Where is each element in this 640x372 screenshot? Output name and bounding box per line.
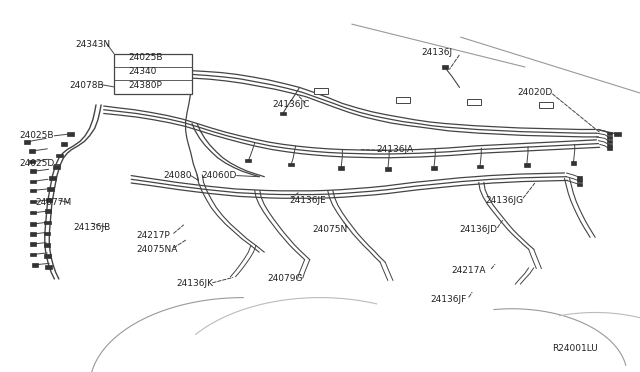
Bar <box>607 140 612 143</box>
Bar <box>29 160 35 164</box>
Bar <box>31 200 36 203</box>
Bar <box>32 263 38 266</box>
Bar <box>24 140 30 144</box>
Bar <box>524 163 530 167</box>
Bar <box>29 149 35 153</box>
Bar <box>47 187 54 191</box>
Text: 24136JD: 24136JD <box>460 225 497 234</box>
Bar <box>31 232 36 236</box>
Bar <box>607 132 612 135</box>
Bar <box>31 189 36 192</box>
Bar <box>607 136 612 139</box>
Text: 24025B: 24025B <box>19 131 54 140</box>
Text: R24001LU: R24001LU <box>552 344 597 353</box>
Bar <box>56 154 63 157</box>
Bar <box>31 253 36 256</box>
Bar <box>44 221 51 224</box>
Bar <box>44 232 50 235</box>
Bar <box>246 159 251 162</box>
Text: 24136JG: 24136JG <box>485 196 524 205</box>
Bar <box>31 222 36 225</box>
Bar <box>114 54 192 94</box>
Text: 24020D: 24020D <box>517 88 552 97</box>
Bar <box>571 161 577 164</box>
Text: 24136JC: 24136JC <box>272 100 309 109</box>
Text: 24080: 24080 <box>163 171 192 180</box>
Bar <box>46 198 52 202</box>
Text: 24217A: 24217A <box>451 266 486 275</box>
Text: 24078B: 24078B <box>69 81 104 90</box>
Text: 24075N: 24075N <box>312 225 348 234</box>
Bar <box>577 176 582 179</box>
Bar <box>31 211 36 214</box>
Text: 24343N: 24343N <box>76 40 111 49</box>
Bar <box>385 167 390 170</box>
Bar <box>339 166 344 170</box>
Bar <box>431 166 437 170</box>
Text: 24136JB: 24136JB <box>74 223 111 232</box>
Text: 24136JA: 24136JA <box>376 145 413 154</box>
Bar <box>442 65 448 69</box>
Bar <box>288 163 294 166</box>
Bar <box>577 179 582 182</box>
Text: 24136JE: 24136JE <box>289 196 326 205</box>
Text: 24217P: 24217P <box>136 231 170 240</box>
Bar <box>467 99 481 105</box>
Bar <box>614 132 621 136</box>
Bar <box>53 165 60 169</box>
Bar <box>396 97 410 103</box>
Bar <box>67 132 74 136</box>
Bar <box>280 112 286 115</box>
Text: 24025B: 24025B <box>128 53 163 62</box>
Bar <box>607 144 612 147</box>
Bar <box>31 180 36 183</box>
Bar <box>44 243 50 247</box>
Bar <box>31 243 36 246</box>
Bar <box>477 165 483 168</box>
Text: 24136JF: 24136JF <box>430 295 467 304</box>
Text: 24380P: 24380P <box>128 81 162 90</box>
Text: 24340: 24340 <box>128 67 156 76</box>
Text: 24060D: 24060D <box>202 171 237 180</box>
Text: 24136JK: 24136JK <box>176 279 213 288</box>
Bar <box>607 147 612 150</box>
Text: 24075NA: 24075NA <box>136 245 178 254</box>
Bar <box>44 254 51 258</box>
Bar <box>61 142 67 146</box>
Text: 24077M: 24077M <box>35 198 72 207</box>
Text: 24025D: 24025D <box>19 159 54 168</box>
Bar <box>539 102 553 108</box>
Bar <box>45 265 52 269</box>
Bar <box>314 88 328 94</box>
Bar <box>577 183 582 186</box>
Text: 24136J: 24136J <box>421 48 452 57</box>
Text: 24079G: 24079G <box>268 274 303 283</box>
Bar <box>45 209 51 213</box>
Bar <box>49 176 56 180</box>
Bar <box>31 169 36 173</box>
